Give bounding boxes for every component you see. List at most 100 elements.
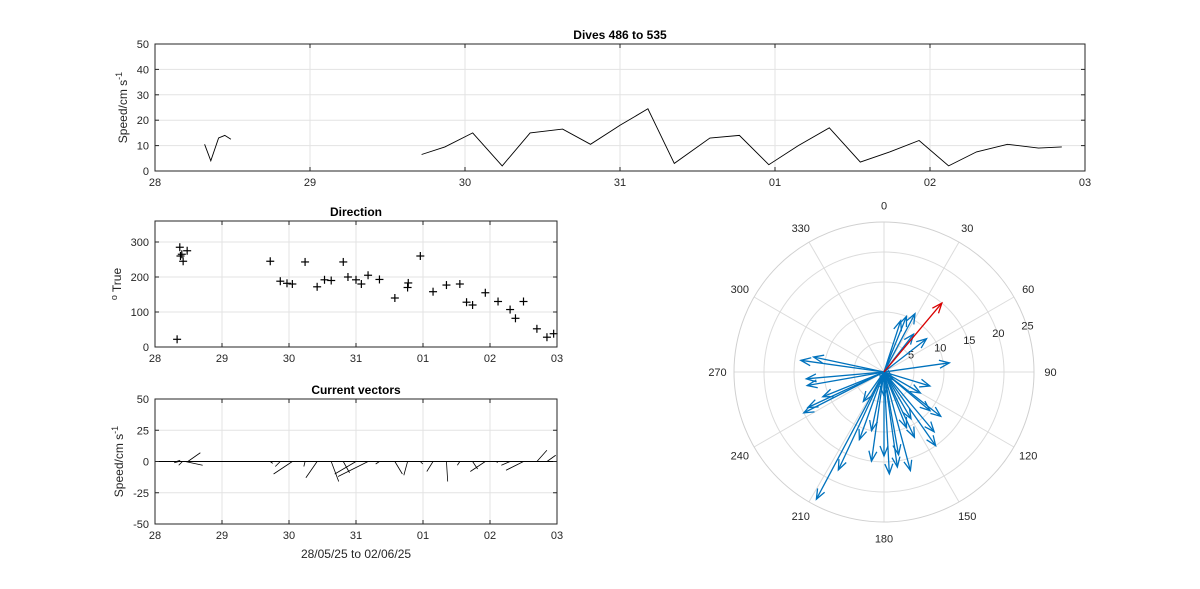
y-tick-label: 300 [131, 237, 149, 249]
current-arrow [883, 371, 913, 473]
mean-current-arrow-shaft [883, 302, 943, 373]
x-tick-label: 02 [924, 177, 936, 189]
direction-point-marker [176, 252, 185, 260]
y-axis-label-degree: o [109, 295, 119, 300]
current-arrow [883, 371, 912, 421]
polar-angle-label: 150 [958, 511, 976, 523]
polar-angle-label: 270 [708, 367, 726, 379]
y-axis-label-text: Speed/cm s [116, 80, 130, 143]
current-arrow [883, 371, 943, 418]
current-arrow-head [837, 459, 847, 472]
polar-angle-label: 330 [792, 223, 810, 235]
direction-point-marker [511, 314, 520, 323]
current-arrow-head [891, 456, 901, 469]
x-tick-label: 03 [1079, 177, 1091, 189]
current-arrow-head [879, 385, 889, 398]
direction-point-marker [301, 257, 310, 266]
polar-angle-label: 30 [961, 223, 973, 235]
y-tick-label: 25 [137, 425, 149, 437]
polar-angle-label: 300 [731, 284, 749, 296]
current-arrow-shaft [883, 371, 935, 433]
current-arrow-head [893, 318, 903, 332]
x-tick-label: 01 [417, 353, 429, 365]
current-vector-stick [420, 461, 424, 465]
current-arrow [883, 371, 916, 439]
current-arrow [799, 357, 885, 373]
current-arrow [883, 371, 922, 394]
direction-point-marker [455, 280, 464, 288]
current-arrow [883, 371, 902, 457]
current-arrow [802, 371, 885, 414]
current-arrow-shaft [883, 371, 931, 387]
y-axis-label: Speed/cm s-1 [114, 72, 130, 143]
x-tick-label: 01 [417, 530, 429, 542]
current-arrow-shaft [807, 371, 885, 387]
current-arrow [883, 318, 903, 373]
direction-point-marker [175, 243, 184, 252]
current-arrow-shaft [800, 359, 885, 373]
x-tick-label: 28 [149, 530, 161, 542]
current-vector-stick [275, 461, 281, 467]
direction-point-marker [542, 333, 551, 342]
direction-point-marker [494, 297, 503, 306]
x-tick-label: 02 [484, 530, 496, 542]
current-arrow-head [924, 421, 936, 434]
current-arrow-shaft [806, 371, 885, 380]
polar-radius-label: 25 [1021, 321, 1033, 333]
current-arrow-shaft [883, 313, 916, 373]
current-arrow [883, 371, 936, 434]
x-tick-label: 03 [551, 353, 563, 365]
direction-point-marker [282, 279, 291, 288]
current-vector-stick [185, 461, 203, 466]
current-arrow-shaft [883, 316, 908, 373]
polar-spoke [753, 371, 885, 448]
chart-title: Direction [330, 205, 382, 219]
current-arrow-head [892, 444, 902, 457]
polar-spoke [883, 241, 960, 373]
current-vector-stick [505, 461, 524, 471]
current-arrow-head [879, 445, 889, 458]
current-arrow-shaft [803, 371, 885, 414]
x-tick-label: 31 [350, 353, 362, 365]
current-arrow [811, 354, 885, 373]
current-vector-stick [176, 459, 181, 462]
direction-point-marker [462, 298, 471, 307]
x-tick-label: 31 [350, 530, 362, 542]
current-vector-stick [178, 461, 183, 466]
direction-point-marker [183, 246, 192, 255]
y-tick-label: 10 [137, 141, 149, 153]
polar-angle-label: 0 [881, 201, 887, 213]
y-axis-label-text: True [110, 268, 124, 293]
mean-current-arrow [883, 301, 943, 373]
current-arrow-head [805, 379, 818, 389]
polar-spoke [883, 296, 1015, 373]
polar-radius-label: 10 [934, 342, 946, 354]
current-vector-stick [446, 461, 449, 482]
y-tick-label: 40 [137, 64, 149, 76]
speed-series-line [204, 134, 232, 163]
current-arrow [883, 312, 916, 373]
direction-point-marker [320, 275, 329, 284]
x-tick-label: 29 [304, 177, 316, 189]
current-arrow-head [938, 359, 952, 369]
current-arrow-head [909, 384, 922, 394]
current-arrow-head [868, 450, 878, 463]
current-arrow-head [799, 357, 812, 367]
mean-current-arrow-head [932, 301, 943, 314]
polar-angle-label: 90 [1044, 367, 1056, 379]
current-arrow-head [919, 400, 932, 412]
current-vector-stick [273, 461, 293, 475]
direction-point-marker [403, 283, 412, 292]
x-tick-label: 02 [484, 353, 496, 365]
current-vector-stick [337, 461, 369, 477]
current-arrow-shaft [883, 371, 921, 394]
current-arrow-head [903, 332, 915, 345]
x-tick-label: 30 [283, 530, 295, 542]
direction-point-marker [327, 276, 336, 285]
current-arrow [868, 371, 885, 463]
polar-angle-label: 240 [731, 450, 749, 462]
direction-point-marker [390, 294, 399, 302]
current-arrow [837, 371, 885, 472]
current-arrow [804, 371, 885, 383]
polar-spoke [808, 241, 885, 373]
